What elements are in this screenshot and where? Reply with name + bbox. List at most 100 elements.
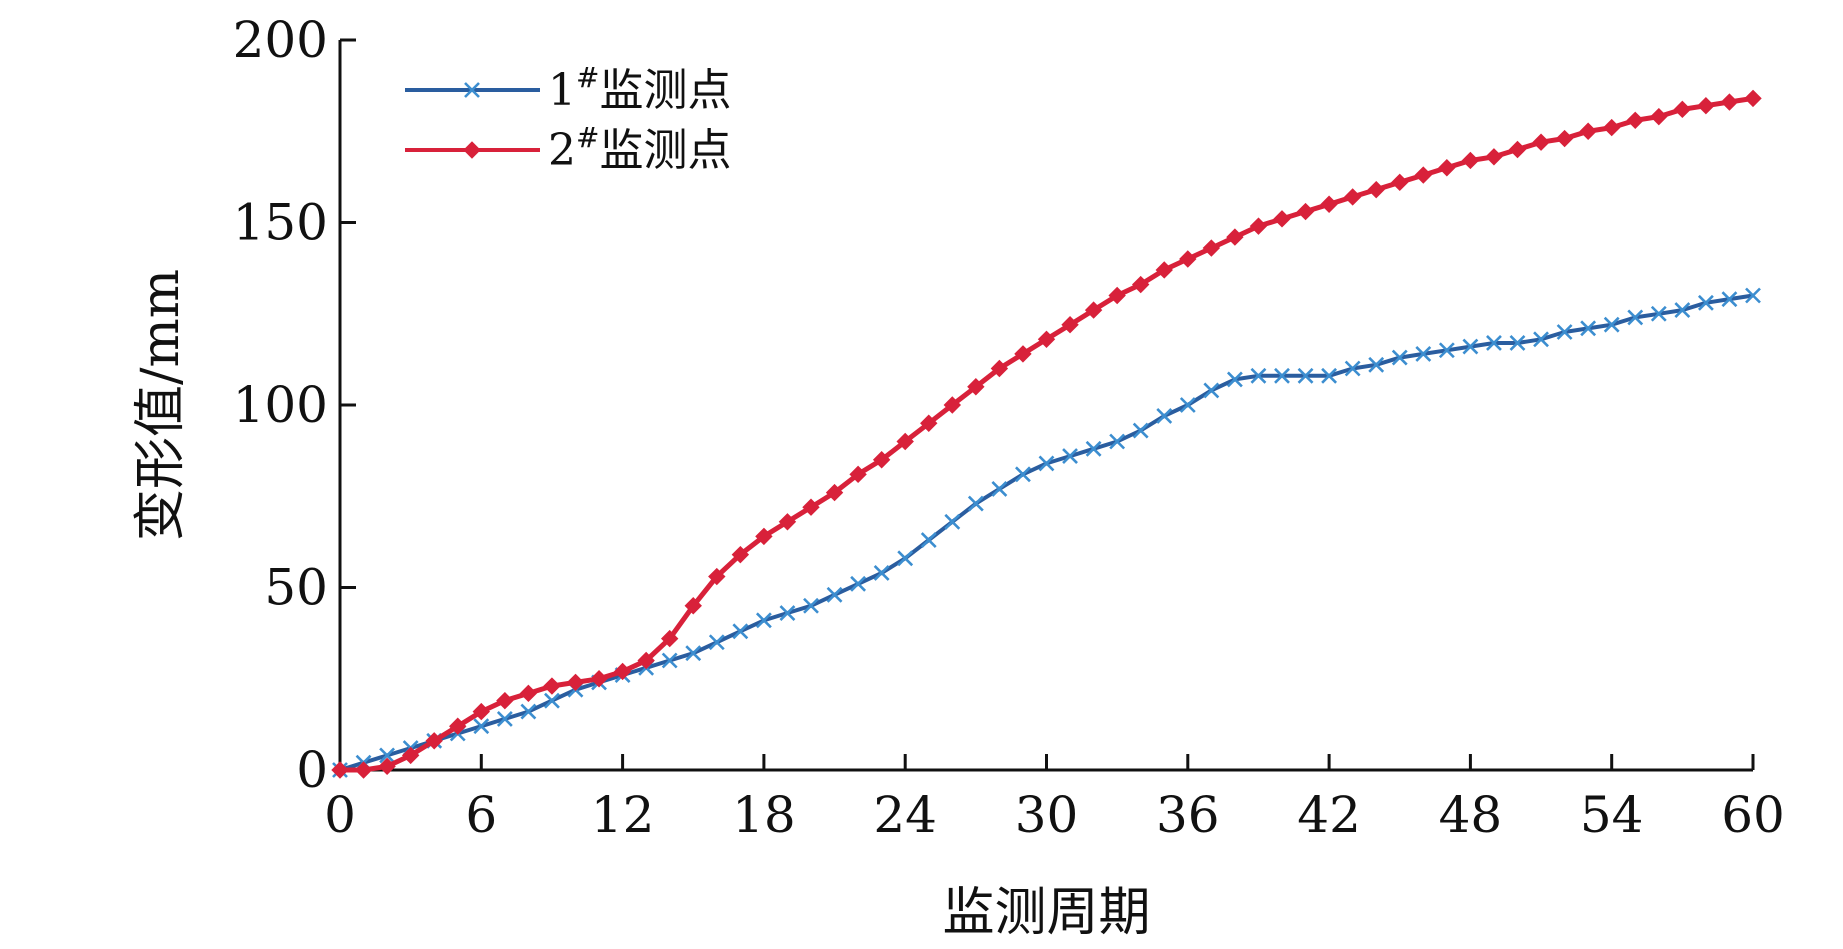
data-point	[1602, 118, 1621, 137]
data-point	[1203, 382, 1220, 399]
data-point	[826, 586, 843, 603]
data-point	[543, 677, 561, 695]
data-point	[1674, 302, 1691, 319]
data-point	[920, 532, 937, 548]
data-point	[544, 692, 560, 709]
legend-label-superscript: #	[576, 61, 599, 94]
data-point	[1343, 188, 1362, 206]
data-point	[661, 652, 678, 669]
data-point	[1580, 320, 1597, 337]
data-point	[1202, 239, 1221, 257]
data-point	[849, 465, 867, 484]
data-point	[1321, 367, 1338, 384]
data-point	[1579, 122, 1597, 140]
data-point	[1556, 324, 1573, 340]
data-point	[943, 396, 962, 414]
data-point	[872, 451, 891, 469]
data-point	[1626, 111, 1644, 130]
data-point	[1509, 335, 1526, 351]
data-point	[967, 378, 985, 396]
data-point	[1131, 275, 1150, 294]
data-point	[1673, 100, 1692, 119]
data-point	[1485, 148, 1503, 166]
data-point	[1391, 173, 1409, 192]
data-point	[778, 513, 797, 531]
data-point	[1415, 345, 1432, 362]
data-point	[1627, 309, 1644, 326]
x-tick-label: 42	[1297, 786, 1361, 844]
data-point	[1179, 397, 1196, 413]
data-point	[1320, 195, 1338, 213]
data-point	[331, 761, 349, 779]
data-point	[1697, 96, 1715, 115]
data-point	[1156, 408, 1173, 424]
data-point	[1274, 367, 1290, 384]
legend-entry-2: 2#监测点	[405, 121, 731, 176]
data-point	[354, 761, 373, 779]
y-axis-title: 变形值/mm	[131, 269, 191, 541]
data-point	[684, 597, 702, 615]
data-point	[920, 414, 938, 432]
series-1	[332, 287, 1761, 778]
x-tick-label: 0	[324, 786, 356, 844]
data-point	[473, 718, 490, 735]
data-point	[1062, 448, 1078, 465]
data-point	[1603, 316, 1620, 333]
x-axis-title: 监测周期	[942, 883, 1150, 943]
data-point	[731, 545, 750, 564]
legend-entry-1: 1#监测点	[405, 61, 731, 116]
x-tick-label: 36	[1156, 786, 1220, 844]
data-point	[660, 629, 679, 648]
data-point	[590, 670, 608, 688]
legend-label-text: 监测点	[599, 125, 731, 176]
legend-label-superscript: #	[576, 121, 599, 154]
x-tick-label: 54	[1580, 786, 1644, 844]
data-point	[1226, 371, 1243, 388]
data-point	[873, 564, 890, 581]
data-point	[1744, 89, 1762, 108]
data-point	[1015, 466, 1031, 483]
x-tick-label: 6	[465, 786, 497, 844]
y-tick-label: 0	[296, 741, 328, 799]
data-point	[1508, 140, 1527, 159]
legend-marker	[463, 141, 481, 159]
legend-marker	[464, 82, 480, 98]
data-point	[1179, 250, 1197, 268]
data-point	[425, 732, 443, 750]
data-point	[708, 567, 726, 586]
data-point	[967, 495, 984, 512]
data-point	[755, 612, 772, 629]
data-point	[1250, 367, 1267, 384]
data-point	[1438, 342, 1455, 359]
data-point	[1461, 151, 1480, 170]
data-point	[732, 623, 749, 640]
data-point	[803, 597, 819, 614]
legend-label: 1#监测点	[548, 61, 731, 116]
axes: 0 6 12 18 24 30 36 42 48 54 60050100150200监测周期变形值/…	[131, 11, 1785, 943]
data-point	[378, 757, 396, 776]
data-point	[1697, 294, 1714, 311]
series-line	[340, 95, 1754, 773]
x-tick-label: 24	[873, 786, 937, 844]
data-point	[472, 702, 491, 721]
data-point	[1297, 367, 1314, 384]
data-point	[1085, 440, 1102, 457]
data-point	[1391, 349, 1408, 366]
data-point	[520, 703, 537, 720]
data-point	[944, 513, 961, 530]
data-point	[1014, 345, 1032, 363]
data-point	[1745, 287, 1761, 304]
data-point	[1155, 261, 1173, 279]
data-point	[825, 483, 844, 502]
data-point	[449, 717, 467, 735]
data-point	[1650, 107, 1668, 126]
data-point	[1368, 356, 1385, 373]
x-tick-label: 30	[1015, 786, 1079, 844]
data-point	[1226, 228, 1244, 246]
x-tick-label: 12	[591, 786, 655, 844]
series-layer	[331, 89, 1762, 779]
data-point	[1061, 315, 1079, 334]
data-point	[1414, 166, 1433, 184]
